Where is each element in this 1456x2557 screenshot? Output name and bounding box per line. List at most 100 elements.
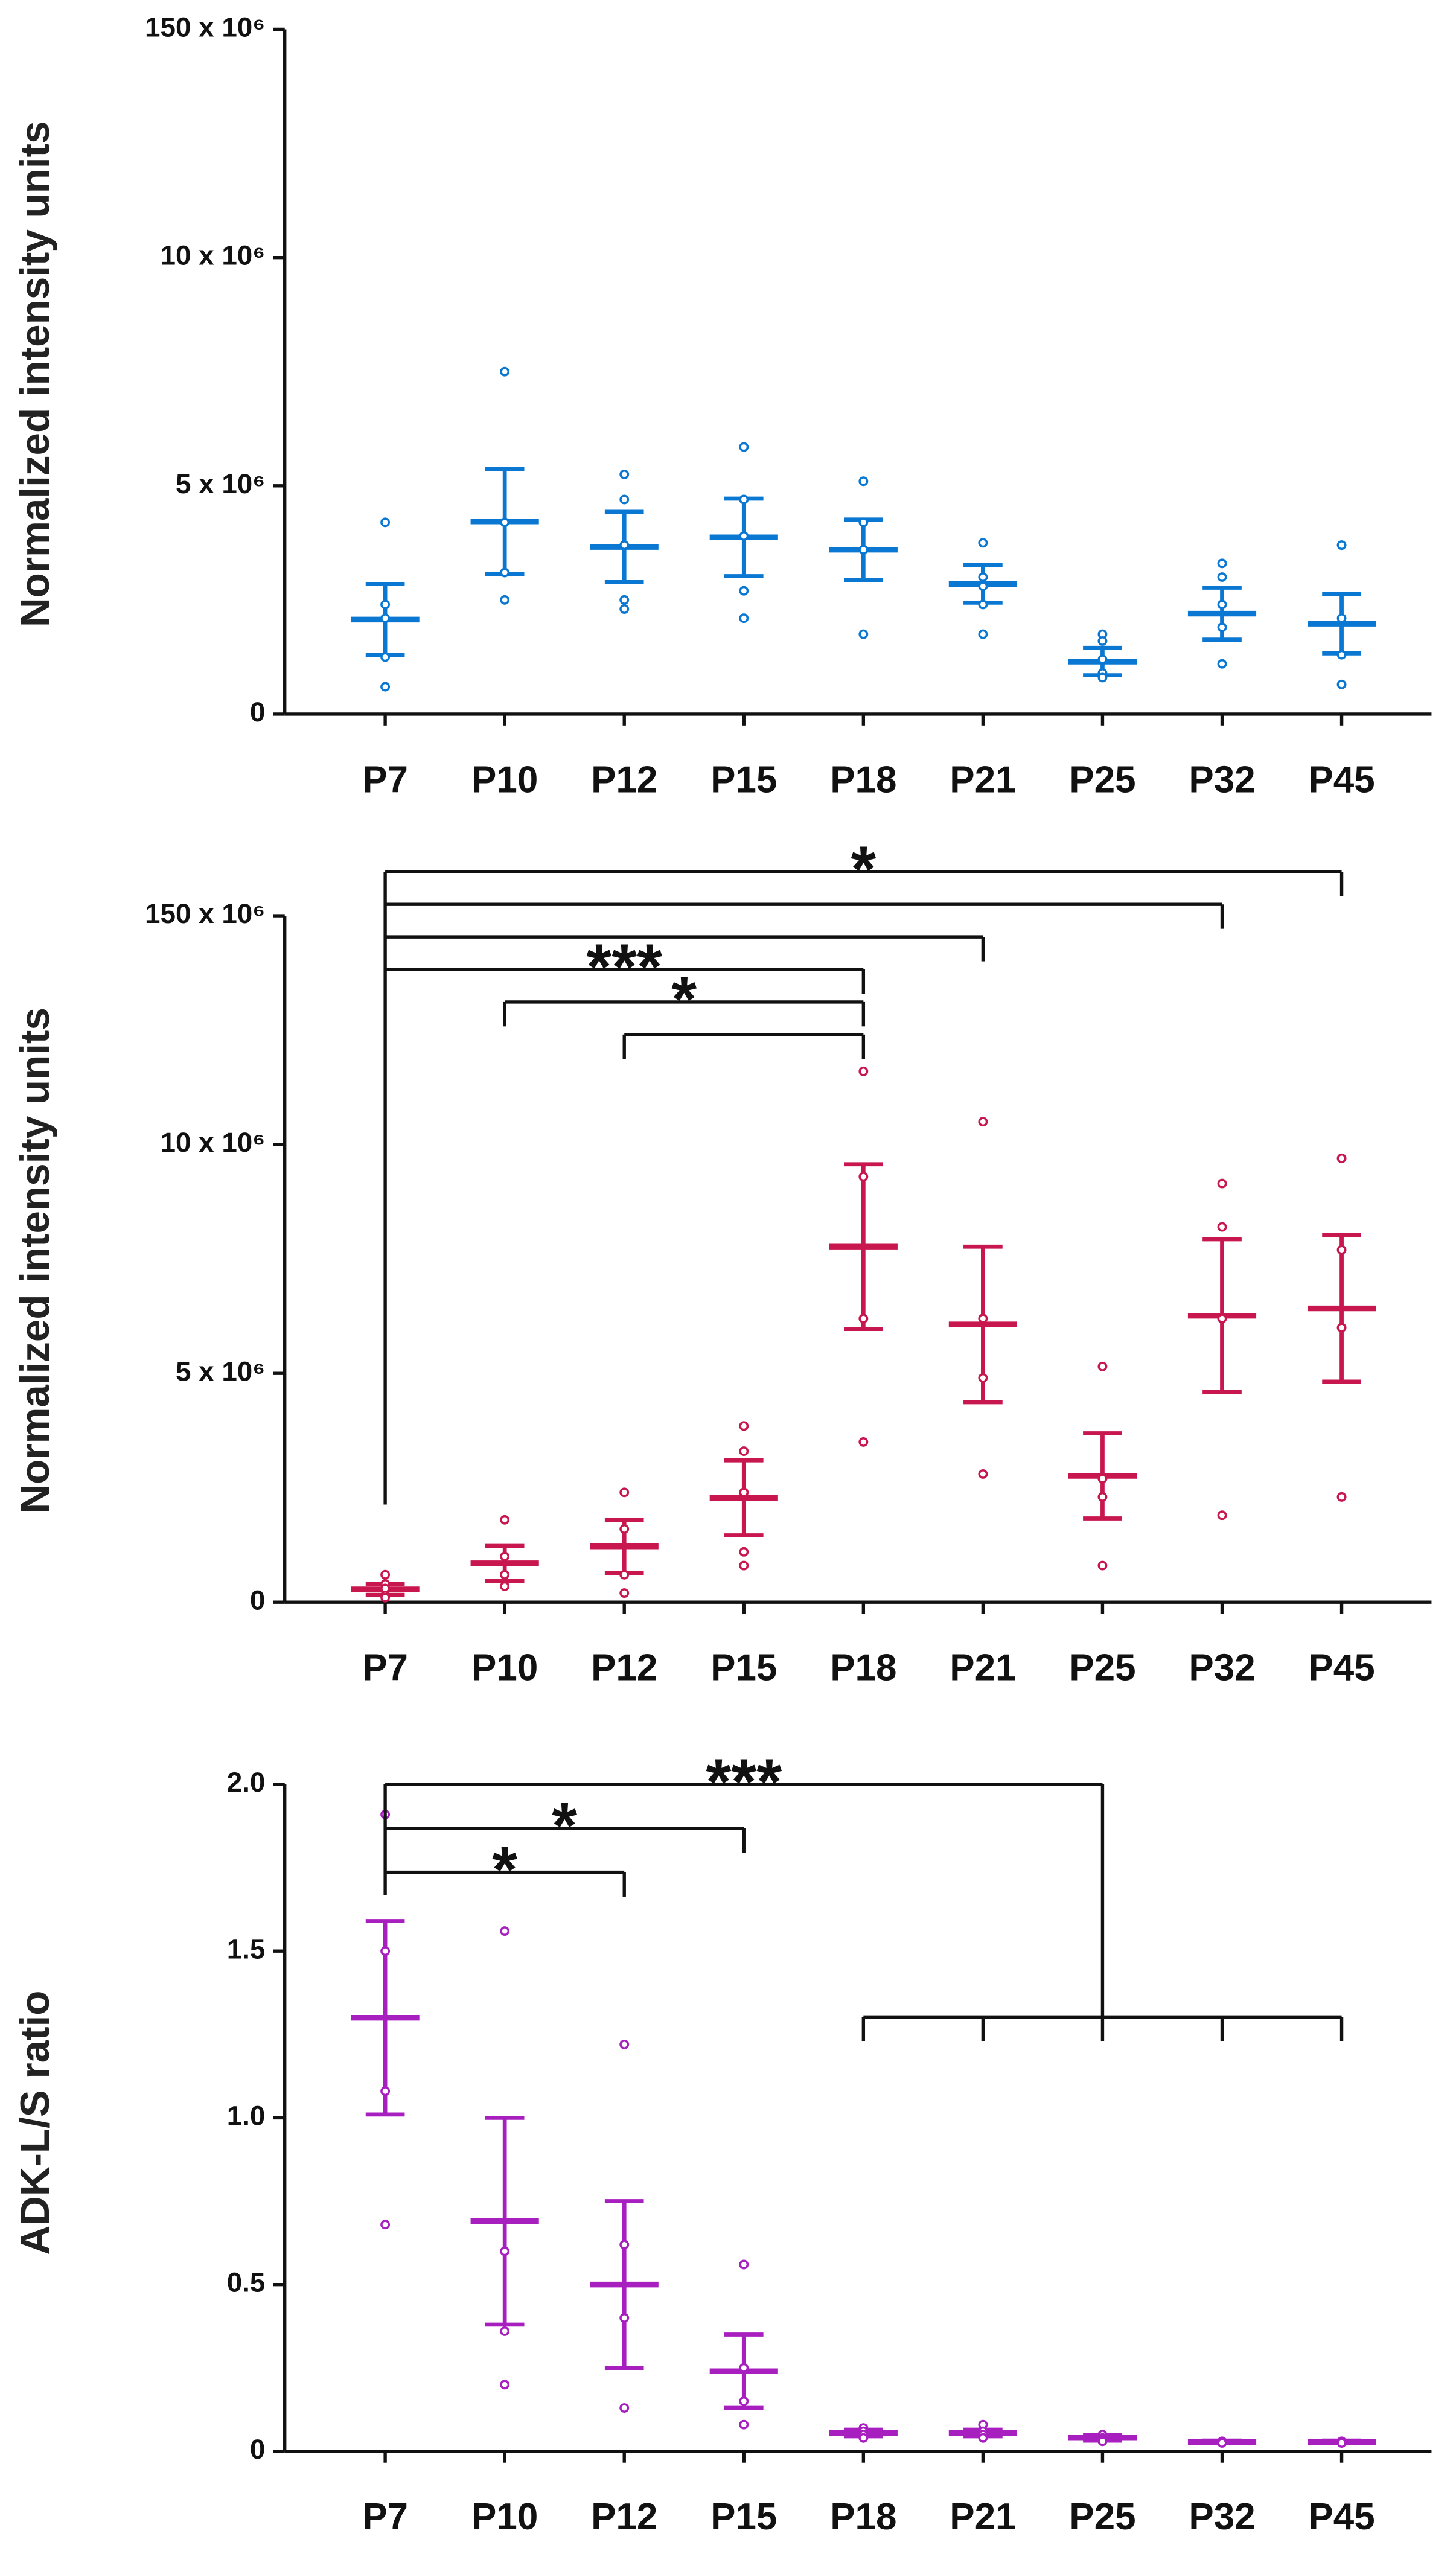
significance-label: * [492, 1833, 517, 1906]
data-point [1217, 659, 1227, 669]
data-point [1217, 1314, 1227, 1324]
data-point [619, 2039, 630, 2049]
data-point [1097, 1473, 1108, 1484]
data-point [858, 1066, 869, 1076]
data-point [1336, 650, 1347, 660]
data-point [619, 1569, 630, 1580]
data-point [1217, 1178, 1227, 1189]
data-point [858, 1172, 869, 1182]
y-tick-label: 150 x 10⁶ [145, 898, 265, 929]
data-point [739, 586, 749, 596]
y-tick-label: 0 [250, 697, 265, 727]
data-point [739, 531, 749, 541]
x-tick-label: P7 [362, 759, 408, 800]
x-tick-label: P32 [1189, 2496, 1255, 2538]
y-tick-label: 5 x 10⁶ [176, 1356, 265, 1387]
data-point [858, 1437, 869, 1447]
data-point [1217, 1510, 1227, 1521]
x-tick-label: P45 [1308, 759, 1375, 800]
x-tick-label: P15 [710, 759, 777, 800]
x-tick-label: P21 [950, 759, 1016, 800]
data-point [500, 517, 510, 528]
x-tick-label: P18 [830, 2496, 896, 2538]
x-tick-label: P25 [1069, 2496, 1135, 2538]
y-tick-label: 0 [250, 1585, 265, 1615]
x-tick-label: P15 [710, 2496, 777, 2538]
data-point [1097, 654, 1108, 665]
data-point [1097, 672, 1108, 683]
data-point [978, 581, 988, 592]
data-point [978, 1117, 988, 1127]
data-point [739, 2396, 749, 2406]
data-point [500, 567, 510, 578]
data-point [739, 1560, 749, 1571]
data-point [858, 544, 869, 555]
x-tick-label: P15 [710, 1647, 777, 1689]
data-point [1336, 2438, 1347, 2448]
data-point [739, 1446, 749, 1457]
data-point [978, 599, 988, 610]
y-tick-label: 150 x 10⁶ [145, 12, 265, 43]
x-tick-label: P12 [591, 2496, 657, 2538]
x-tick-label: P18 [830, 1647, 896, 1689]
data-point [500, 1551, 510, 1562]
data-point [619, 1588, 630, 1598]
data-point [380, 1592, 391, 1603]
data-point [500, 366, 510, 377]
x-tick-label: P21 [950, 1647, 1016, 1689]
significance-label: *** [706, 1745, 782, 1818]
data-point [500, 1515, 510, 1525]
data-point [978, 538, 988, 548]
data-point [380, 1569, 391, 1580]
data-point [739, 442, 749, 452]
y-tick-label: 10 x 10⁶ [160, 1127, 265, 1158]
data-point [739, 2259, 749, 2270]
y-tick-label: 5 x 10⁶ [176, 468, 265, 499]
data-point [858, 1314, 869, 1324]
x-tick-label: P21 [950, 2496, 1016, 2538]
data-point [978, 1469, 988, 1479]
data-point [1336, 679, 1347, 689]
data-point [858, 517, 869, 528]
data-point [739, 613, 749, 624]
data-point [1336, 1492, 1347, 1502]
y-axis-label: Normalized intensity units [13, 121, 58, 627]
x-tick-label: P12 [591, 759, 657, 800]
data-point [500, 1926, 510, 1936]
data-point [619, 1487, 630, 1498]
data-point [1097, 2436, 1108, 2447]
data-point [500, 1581, 510, 1591]
y-axis-label: Normalized intensity units [13, 1007, 58, 1513]
x-tick-label: P25 [1069, 759, 1135, 800]
data-point [739, 2419, 749, 2430]
data-point [619, 540, 630, 551]
data-point [619, 494, 630, 505]
data-point [978, 629, 988, 639]
data-point [500, 2380, 510, 2390]
data-point [380, 652, 391, 662]
data-point [1336, 1323, 1347, 1333]
data-point [619, 2403, 630, 2413]
data-point [1217, 558, 1227, 569]
x-tick-label: P10 [471, 1647, 538, 1689]
y-tick-label: 0 [250, 2434, 265, 2465]
significance-label: * [851, 832, 876, 905]
x-tick-label: P12 [591, 1647, 657, 1689]
data-point [978, 572, 988, 583]
data-point [739, 1421, 749, 1431]
data-point [380, 517, 391, 528]
y-tick-label: 10 x 10⁶ [160, 240, 265, 271]
data-point [739, 1487, 749, 1498]
significance-label: *** [586, 930, 662, 1003]
data-point [1217, 622, 1227, 633]
data-point [619, 2239, 630, 2250]
data-point [380, 599, 391, 610]
data-point [619, 604, 630, 614]
data-point [1336, 1153, 1347, 1163]
data-point [739, 2363, 749, 2373]
data-point [858, 476, 869, 487]
y-tick-label: 1.0 [227, 2101, 266, 2131]
data-point [978, 1373, 988, 1383]
